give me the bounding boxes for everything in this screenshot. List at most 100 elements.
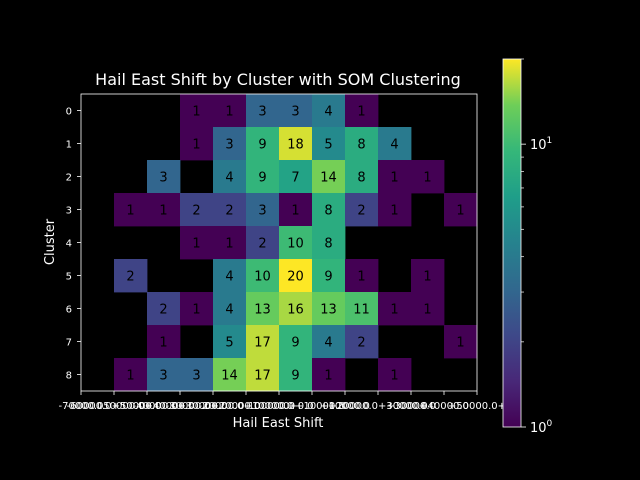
heatmap-cell <box>246 325 280 359</box>
cell-label: 1 <box>423 171 431 186</box>
cell-label: 9 <box>291 369 299 384</box>
cell-label: 1 <box>225 105 233 120</box>
x-tick-label: -30000.0+20000.0 <box>166 401 261 412</box>
heatmap-cell <box>411 160 445 194</box>
cell-label: 3 <box>159 369 167 384</box>
heatmap-cell <box>279 325 313 359</box>
cell-label: 9 <box>258 138 266 153</box>
x-tick-label: +40000.0 <box>419 401 469 412</box>
chart-title: Hail East Shift by Cluster with SOM Clus… <box>95 70 461 89</box>
cell-label: 5 <box>324 138 332 153</box>
heatmap-cell <box>312 259 346 293</box>
cell-label: 1 <box>192 105 200 120</box>
heatmap-cell <box>213 94 247 128</box>
cell-label: 4 <box>225 171 233 186</box>
cell-label: 2 <box>357 336 365 351</box>
cell-label: 4 <box>324 336 332 351</box>
heatmap-cell <box>213 127 247 161</box>
heatmap-cell <box>180 358 214 392</box>
heatmap-cell <box>114 193 148 227</box>
cell-label: 14 <box>221 369 238 384</box>
y-tick-label: 8 <box>66 371 72 382</box>
heatmap-cell <box>147 292 181 326</box>
cell-label: 3 <box>192 369 200 384</box>
colorbar-tick-label: 101 <box>530 136 552 153</box>
heatmap-cell <box>246 358 280 392</box>
cell-label: 2 <box>126 270 134 285</box>
heatmap-cell <box>279 127 313 161</box>
cell-label: 17 <box>254 336 271 351</box>
x-tick-label: -10000.0+0.0 <box>244 401 313 412</box>
x-tick-label: -50000.0+40000.0 <box>100 401 195 412</box>
plot-area: 1 1 3 3 4 11 3 9 18 5 8 43 4 9 7 14 8 1 11 1 2 2 3 1 8 2 1 11 1 2 10 82… <box>59 93 506 412</box>
cell-label: 8 <box>324 237 332 252</box>
y-tick-label: 2 <box>66 173 72 184</box>
y-axis-label: Cluster <box>43 218 58 265</box>
cell-label: 1 <box>423 303 431 318</box>
heatmap-cell <box>345 193 379 227</box>
heatmap-cell <box>213 193 247 227</box>
heatmap-cell <box>279 226 313 260</box>
cell-label: 1 <box>390 303 398 318</box>
heatmap-cell <box>213 358 247 392</box>
x-tick-label: +20000.0+30000.0 <box>328 401 427 412</box>
y-tick-label: 5 <box>66 272 72 283</box>
colorbar-gradient <box>503 59 521 427</box>
cell-label: 1 <box>357 270 365 285</box>
heatmap-cell <box>312 160 346 194</box>
cell-label: 9 <box>291 336 299 351</box>
y-tick-label: 1 <box>66 140 72 151</box>
heatmap-cell <box>147 160 181 194</box>
heatmap-cell <box>279 259 313 293</box>
heatmap-cell <box>279 358 313 392</box>
heatmap-cell <box>411 292 445 326</box>
cell-label: 2 <box>159 303 167 318</box>
cell-label: 3 <box>225 138 233 153</box>
heatmap-cell <box>312 127 346 161</box>
cell-label: 1 <box>192 237 200 252</box>
heatmap-cell <box>114 259 148 293</box>
cell-label: 1 <box>390 204 398 219</box>
heatmap-cell <box>345 127 379 161</box>
y-tick-label: 4 <box>66 239 72 250</box>
x-tick-label: 0.0+10000.0 <box>279 401 345 412</box>
cell-label: 9 <box>258 171 266 186</box>
cell-label: 1 <box>159 204 167 219</box>
x-tick-label: -60000.0+50000.0 <box>67 401 162 412</box>
cell-label: 14 <box>320 171 337 186</box>
y-tick-label: 6 <box>66 305 72 316</box>
cell-label: 2 <box>357 204 365 219</box>
cell-label: 13 <box>320 303 337 318</box>
heatmap-cell <box>180 193 214 227</box>
cell-label: 4 <box>225 270 233 285</box>
heatmap-cell <box>378 292 412 326</box>
x-tick-label: -70000.0 <box>59 401 104 412</box>
cell-label: 2 <box>192 204 200 219</box>
heatmap-cell <box>378 160 412 194</box>
x-tick-label: -20000.0+10000.0 <box>199 401 294 412</box>
colorbar-frame <box>502 58 522 428</box>
heatmap-cell <box>279 94 313 128</box>
heatmap-cell <box>180 292 214 326</box>
cell-label: 7 <box>291 171 299 186</box>
heatmap-cell <box>279 193 313 227</box>
heatmap-cell <box>378 127 412 161</box>
heatmap-cell <box>345 160 379 194</box>
cell-label: 20 <box>287 270 304 285</box>
heatmap-cell <box>246 193 280 227</box>
cell-label: 1 <box>126 204 134 219</box>
x-axis-label: Hail East Shift <box>233 416 324 431</box>
cell-label: 3 <box>258 204 266 219</box>
heatmap-cell <box>147 358 181 392</box>
heatmap-cell <box>378 193 412 227</box>
cell-label: 4 <box>225 303 233 318</box>
cell-label: 11 <box>353 303 370 318</box>
cell-label: 8 <box>357 171 365 186</box>
heatmap-cell <box>312 358 346 392</box>
heatmap-cell <box>312 226 346 260</box>
cell-label: 16 <box>287 303 304 318</box>
cell-label: 2 <box>225 204 233 219</box>
cell-label: 10 <box>287 237 304 252</box>
heatmap-cell <box>114 358 148 392</box>
